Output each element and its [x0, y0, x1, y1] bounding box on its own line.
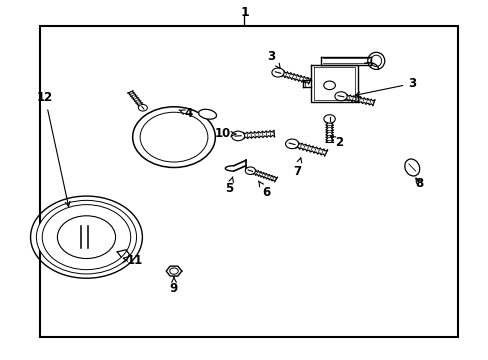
Text: 9: 9 [169, 277, 178, 296]
Circle shape [334, 92, 346, 101]
Bar [40, 26, 458, 337]
Text: 12: 12 [37, 91, 70, 206]
Circle shape [132, 107, 215, 167]
Text: 3: 3 [355, 77, 415, 96]
Circle shape [231, 131, 244, 141]
Circle shape [245, 167, 255, 175]
Text: 1: 1 [240, 6, 248, 19]
Ellipse shape [198, 109, 216, 119]
Text: 4: 4 [179, 107, 192, 120]
Circle shape [42, 204, 130, 270]
Text: 11: 11 [123, 254, 143, 267]
Text: 8: 8 [415, 177, 423, 190]
Text: 2: 2 [329, 136, 343, 149]
Circle shape [285, 139, 298, 149]
Text: 3: 3 [266, 50, 280, 68]
Text: 6: 6 [258, 181, 270, 199]
Circle shape [138, 104, 147, 111]
Text: 10: 10 [214, 127, 236, 140]
Circle shape [271, 68, 284, 77]
Ellipse shape [404, 159, 419, 176]
Text: 7: 7 [292, 158, 301, 177]
Ellipse shape [367, 52, 384, 69]
Circle shape [323, 115, 335, 123]
Text: 5: 5 [224, 177, 233, 195]
Circle shape [36, 201, 136, 274]
